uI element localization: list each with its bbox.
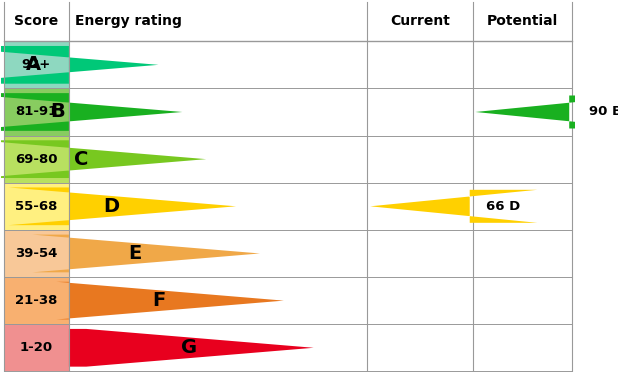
- Bar: [367, 277, 473, 324]
- Text: Current: Current: [390, 15, 450, 28]
- Text: F: F: [152, 291, 166, 310]
- Bar: [69, 324, 367, 372]
- Text: 69-80: 69-80: [15, 153, 57, 166]
- Bar: [473, 324, 572, 372]
- Polygon shape: [56, 282, 284, 320]
- Polygon shape: [33, 235, 260, 272]
- Bar: [4, 135, 69, 183]
- Text: Score: Score: [14, 15, 58, 28]
- Text: Energy rating: Energy rating: [75, 15, 182, 28]
- Bar: [367, 230, 473, 277]
- Bar: [4, 230, 69, 277]
- Text: E: E: [129, 244, 142, 263]
- Text: 1-20: 1-20: [20, 341, 53, 354]
- Bar: [4, 324, 69, 372]
- Bar: [69, 277, 367, 324]
- Polygon shape: [0, 93, 182, 131]
- Text: 90 B: 90 B: [590, 106, 618, 119]
- Bar: [473, 88, 572, 135]
- Text: 55-68: 55-68: [15, 200, 57, 213]
- Text: 81-91: 81-91: [15, 106, 57, 119]
- Polygon shape: [370, 190, 538, 223]
- Polygon shape: [475, 95, 618, 128]
- Bar: [69, 88, 367, 135]
- Text: G: G: [180, 338, 197, 357]
- Bar: [69, 230, 367, 277]
- Bar: [367, 183, 473, 230]
- Text: A: A: [26, 55, 41, 74]
- Bar: [4, 41, 69, 88]
- Bar: [473, 277, 572, 324]
- Bar: [367, 41, 473, 88]
- Bar: [69, 41, 367, 88]
- Bar: [473, 41, 572, 88]
- Polygon shape: [0, 140, 206, 178]
- Bar: [69, 183, 367, 230]
- Bar: [367, 324, 473, 372]
- Bar: [4, 1, 572, 41]
- Bar: [473, 183, 572, 230]
- Bar: [4, 183, 69, 230]
- Text: 92+: 92+: [22, 58, 51, 71]
- Text: 39-54: 39-54: [15, 247, 57, 260]
- Text: B: B: [50, 103, 65, 122]
- Polygon shape: [0, 46, 158, 84]
- Bar: [473, 230, 572, 277]
- Bar: [473, 135, 572, 183]
- Text: D: D: [103, 197, 119, 216]
- Text: C: C: [74, 150, 88, 169]
- Bar: [69, 135, 367, 183]
- Text: 66 D: 66 D: [486, 200, 521, 213]
- Text: Potential: Potential: [487, 15, 558, 28]
- Polygon shape: [69, 329, 314, 367]
- Bar: [4, 88, 69, 135]
- Text: 21-38: 21-38: [15, 294, 57, 307]
- Bar: [367, 88, 473, 135]
- Polygon shape: [9, 188, 236, 225]
- Bar: [4, 277, 69, 324]
- Bar: [367, 135, 473, 183]
